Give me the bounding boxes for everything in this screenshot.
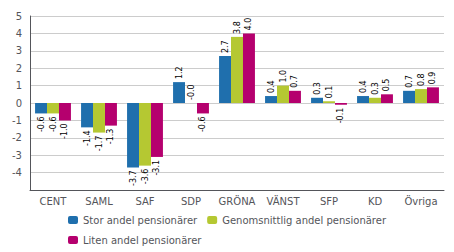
- svg-text:4: 4: [16, 28, 22, 39]
- svg-text:SAF: SAF: [135, 196, 154, 207]
- svg-text:0.4: 0.4: [359, 80, 368, 93]
- svg-text:SAML: SAML: [85, 196, 113, 207]
- svg-text:SDP: SDP: [181, 196, 201, 207]
- svg-text:0.9: 0.9: [428, 72, 437, 85]
- svg-text:Stor andel pensionärer: Stor andel pensionärer: [83, 215, 198, 226]
- svg-text:VÄNST: VÄNST: [267, 195, 301, 207]
- svg-text:-0.1: -0.1: [336, 108, 345, 124]
- svg-text:-0.6: -0.6: [37, 116, 46, 132]
- svg-text:-3.6: -3.6: [141, 169, 150, 185]
- svg-text:0.8: 0.8: [417, 73, 426, 86]
- svg-text:1: 1: [16, 80, 22, 91]
- svg-text:GRÖNA: GRÖNA: [219, 195, 256, 207]
- svg-text:-1.3: -1.3: [106, 129, 115, 145]
- svg-text:KD: KD: [368, 196, 383, 207]
- svg-text:-2: -2: [12, 132, 22, 143]
- svg-text:0.3: 0.3: [371, 82, 380, 95]
- svg-text:-1: -1: [12, 115, 22, 126]
- svg-text:Övriga: Övriga: [404, 195, 437, 207]
- svg-text:SFP: SFP: [320, 196, 338, 207]
- svg-text:-4: -4: [12, 167, 22, 178]
- svg-text:0.1: 0.1: [325, 86, 334, 99]
- svg-text:Genomsnittlig andel pensionäre: Genomsnittlig andel pensionärer: [222, 215, 387, 226]
- svg-text:-1.7: -1.7: [95, 136, 104, 152]
- svg-text:-1.0: -1.0: [60, 123, 69, 139]
- svg-text:0.7: 0.7: [290, 75, 299, 88]
- svg-text:-3: -3: [12, 150, 22, 161]
- svg-text:CENT: CENT: [40, 196, 68, 207]
- svg-text:2: 2: [16, 63, 22, 74]
- svg-text:5: 5: [16, 11, 22, 22]
- svg-text:0: 0: [16, 98, 22, 109]
- svg-text:Liten andel pensionärer: Liten andel pensionärer: [83, 235, 202, 246]
- svg-text:-3.7: -3.7: [129, 170, 138, 186]
- svg-text:0.5: 0.5: [382, 79, 391, 92]
- svg-text:-3.1: -3.1: [152, 160, 161, 176]
- svg-text:0.4: 0.4: [267, 80, 276, 93]
- svg-text:0.3: 0.3: [313, 82, 322, 95]
- svg-text:-1.4: -1.4: [83, 130, 92, 146]
- svg-text:1.2: 1.2: [175, 66, 184, 79]
- svg-text:-0.6: -0.6: [198, 116, 207, 132]
- svg-text:-0.6: -0.6: [49, 116, 58, 132]
- svg-text:4.0: 4.0: [244, 18, 253, 31]
- svg-text:3: 3: [16, 45, 22, 56]
- svg-text:3.8: 3.8: [233, 21, 242, 34]
- svg-text:1.0: 1.0: [279, 70, 288, 83]
- svg-text:-0.0: -0.0: [187, 84, 196, 100]
- svg-text:0.7: 0.7: [405, 75, 414, 88]
- svg-text:2.7: 2.7: [221, 40, 230, 53]
